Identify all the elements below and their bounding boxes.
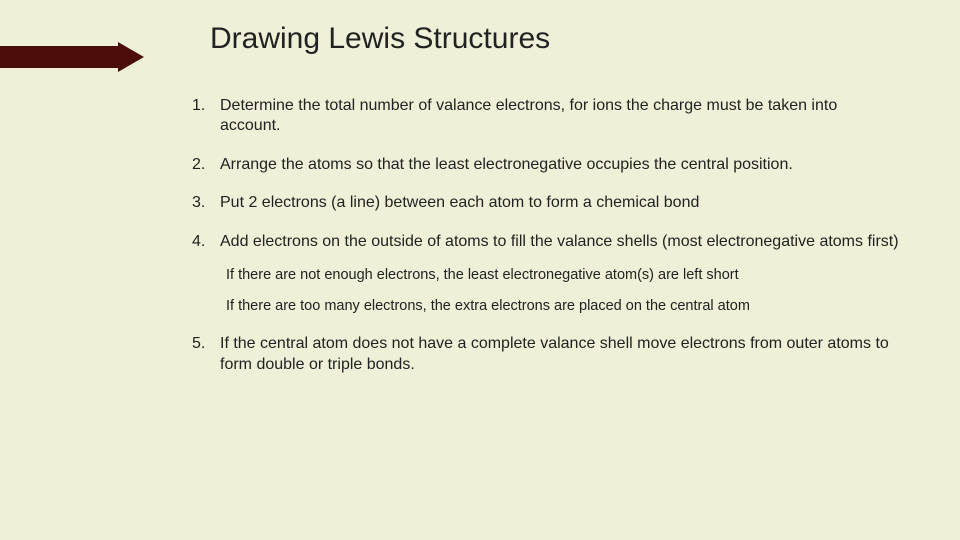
step-item: Put 2 electrons (a line) between each at…	[192, 193, 902, 213]
step-item: Add electrons on the outside of atoms to…	[192, 232, 902, 316]
steps-list: Determine the total number of valance el…	[192, 96, 902, 375]
step-text: Arrange the atoms so that the least elec…	[220, 156, 793, 173]
step-text: Determine the total number of valance el…	[220, 97, 837, 134]
step-text: Add electrons on the outside of atoms to…	[220, 233, 899, 250]
decorative-arrow	[0, 42, 150, 72]
page-title: Drawing Lewis Structures	[210, 22, 550, 56]
subnotes: If there are not enough electrons, the l…	[220, 266, 902, 316]
step-item: If the central atom does not have a comp…	[192, 334, 902, 375]
subnote-item: If there are not enough electrons, the l…	[220, 266, 902, 285]
step-text: Put 2 electrons (a line) between each at…	[220, 194, 699, 211]
step-text: If the central atom does not have a comp…	[220, 335, 889, 372]
content-area: Determine the total number of valance el…	[192, 96, 902, 393]
arrow-shaft	[0, 46, 120, 68]
step-item: Determine the total number of valance el…	[192, 96, 902, 137]
arrow-head	[118, 42, 144, 72]
step-item: Arrange the atoms so that the least elec…	[192, 155, 902, 175]
subnote-item: If there are too many electrons, the ext…	[220, 297, 902, 316]
